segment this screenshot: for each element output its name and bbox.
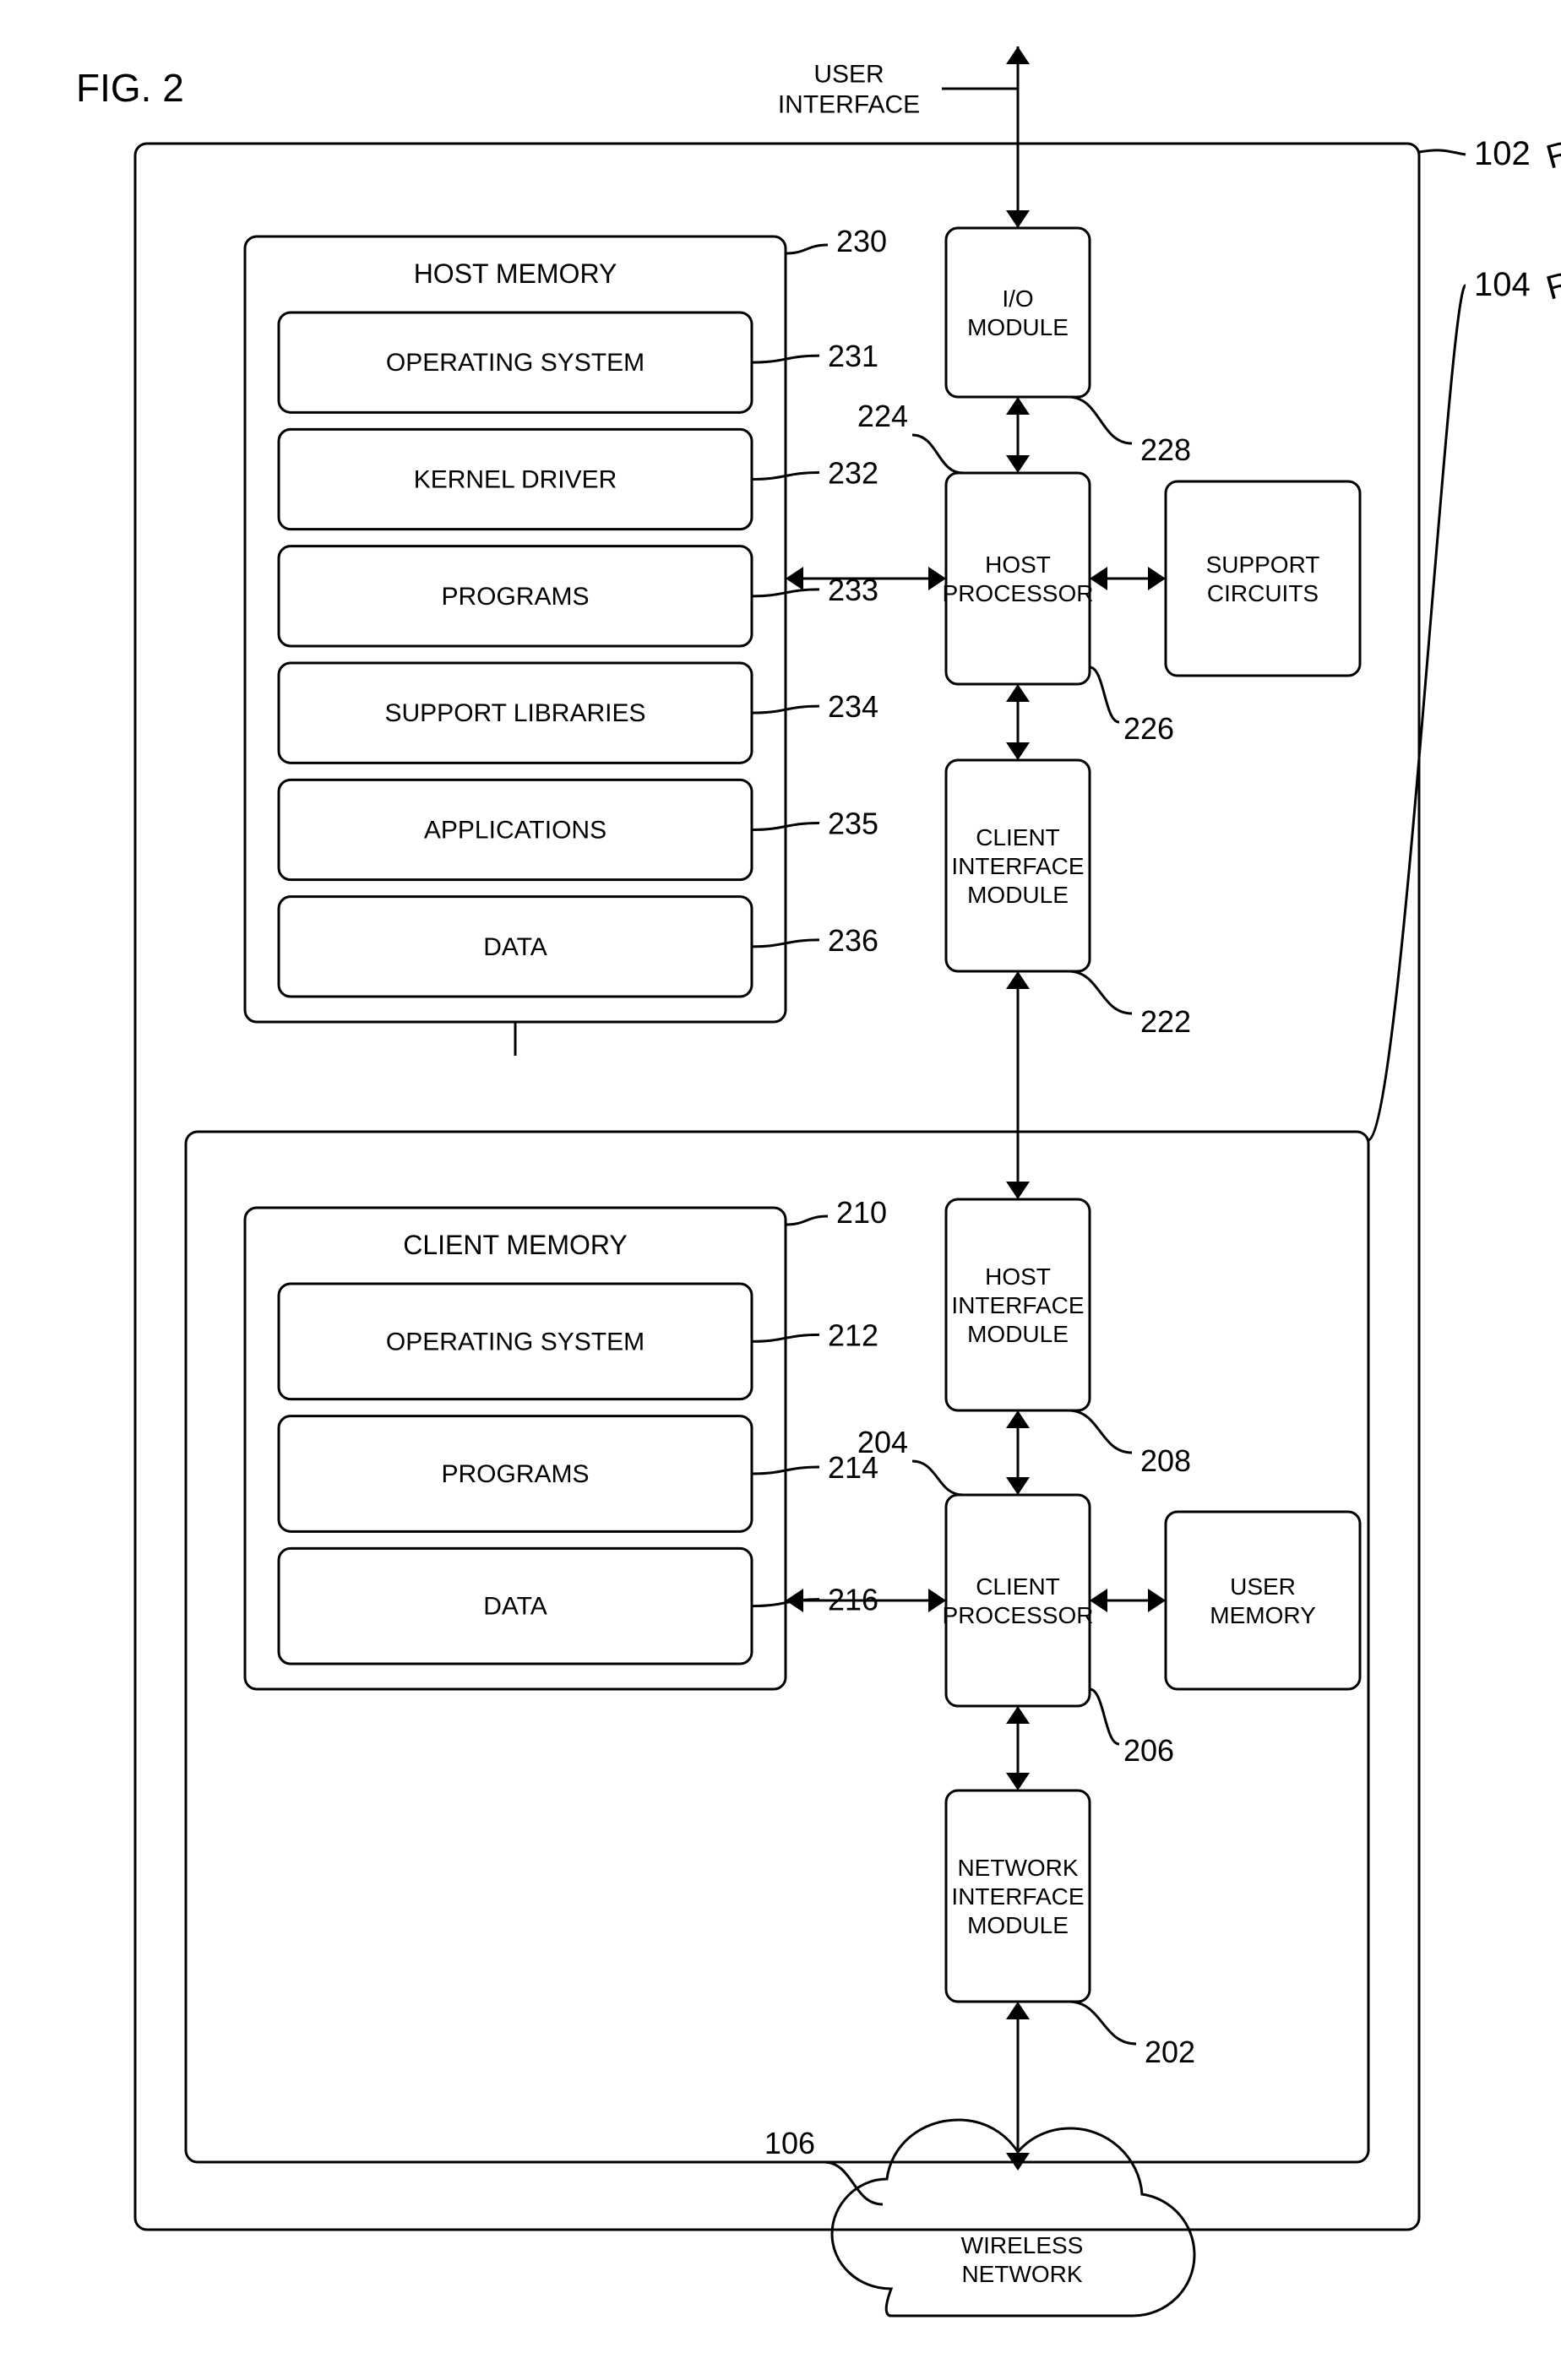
svg-text:PROCESSOR: PROCESSOR — [943, 580, 1094, 606]
svg-text:230: 230 — [836, 224, 887, 258]
svg-text:SUPPORT: SUPPORT — [1206, 552, 1320, 578]
svg-text:228: 228 — [1140, 432, 1191, 467]
svg-text:106: 106 — [764, 2126, 815, 2160]
svg-text:I/O: I/O — [1002, 285, 1033, 312]
svg-text:PROCESSOR: PROCESSOR — [943, 1602, 1094, 1628]
svg-text:226: 226 — [1123, 711, 1174, 746]
svg-text:208: 208 — [1140, 1443, 1191, 1478]
svg-text:231: 231 — [828, 339, 878, 373]
svg-text:HOST: HOST — [985, 552, 1051, 578]
svg-text:USER: USER — [813, 61, 884, 89]
svg-text:210: 210 — [836, 1195, 887, 1230]
svg-text:224: 224 — [857, 399, 908, 433]
svg-text:OPERATING SYSTEM: OPERATING SYSTEM — [386, 1328, 645, 1356]
svg-text:102: 102 — [1474, 135, 1531, 172]
svg-text:236: 236 — [828, 923, 878, 958]
svg-text:OPERATING SYSTEM: OPERATING SYSTEM — [386, 349, 645, 377]
svg-text:INTERFACE: INTERFACE — [951, 853, 1084, 879]
svg-text:FIG. 2: FIG. 2 — [76, 66, 184, 110]
svg-text:MODULE: MODULE — [967, 1321, 1069, 1347]
svg-text:PROGRAMS: PROGRAMS — [441, 1460, 589, 1488]
svg-text:MODULE: MODULE — [967, 314, 1069, 340]
svg-text:CLIENT: CLIENT — [976, 824, 1060, 850]
svg-text:INTERFACE: INTERFACE — [951, 1292, 1084, 1318]
svg-text:APPLICATIONS: APPLICATIONS — [424, 817, 606, 845]
svg-text:INTERFACE: INTERFACE — [778, 91, 920, 119]
svg-text:CLIENT MEMORY: CLIENT MEMORY — [403, 1230, 628, 1260]
svg-text:235: 235 — [828, 807, 878, 841]
svg-text:CLIENT: CLIENT — [976, 1573, 1060, 1600]
svg-text:DATA: DATA — [483, 1593, 547, 1621]
svg-text:212: 212 — [828, 1318, 878, 1352]
svg-text:DATA: DATA — [483, 933, 547, 961]
svg-text:202: 202 — [1145, 2035, 1195, 2069]
svg-text:R: R — [1542, 134, 1561, 177]
svg-text:INTERFACE: INTERFACE — [951, 1883, 1084, 1910]
svg-text:NETWORK: NETWORK — [961, 2261, 1082, 2287]
svg-text:WIRELESS: WIRELESS — [961, 2232, 1084, 2258]
svg-text:NETWORK: NETWORK — [957, 1855, 1078, 1881]
svg-text:KERNEL DRIVER: KERNEL DRIVER — [414, 466, 617, 494]
svg-text:PROGRAMS: PROGRAMS — [441, 583, 589, 611]
svg-text:232: 232 — [828, 456, 878, 491]
svg-text:MEMORY: MEMORY — [1210, 1602, 1316, 1628]
svg-text:234: 234 — [828, 689, 878, 724]
svg-text:R: R — [1542, 265, 1561, 307]
svg-text:SUPPORT LIBRARIES: SUPPORT LIBRARIES — [385, 699, 646, 727]
svg-text:104: 104 — [1474, 266, 1531, 303]
svg-text:206: 206 — [1123, 1733, 1174, 1768]
svg-text:HOST: HOST — [985, 1263, 1051, 1290]
svg-text:222: 222 — [1140, 1004, 1191, 1039]
svg-text:HOST MEMORY: HOST MEMORY — [414, 258, 617, 289]
svg-text:CIRCUITS: CIRCUITS — [1207, 580, 1319, 606]
svg-text:USER: USER — [1230, 1573, 1296, 1600]
svg-text:MODULE: MODULE — [967, 882, 1069, 908]
svg-text:204: 204 — [857, 1425, 908, 1459]
svg-text:MODULE: MODULE — [967, 1912, 1069, 1938]
